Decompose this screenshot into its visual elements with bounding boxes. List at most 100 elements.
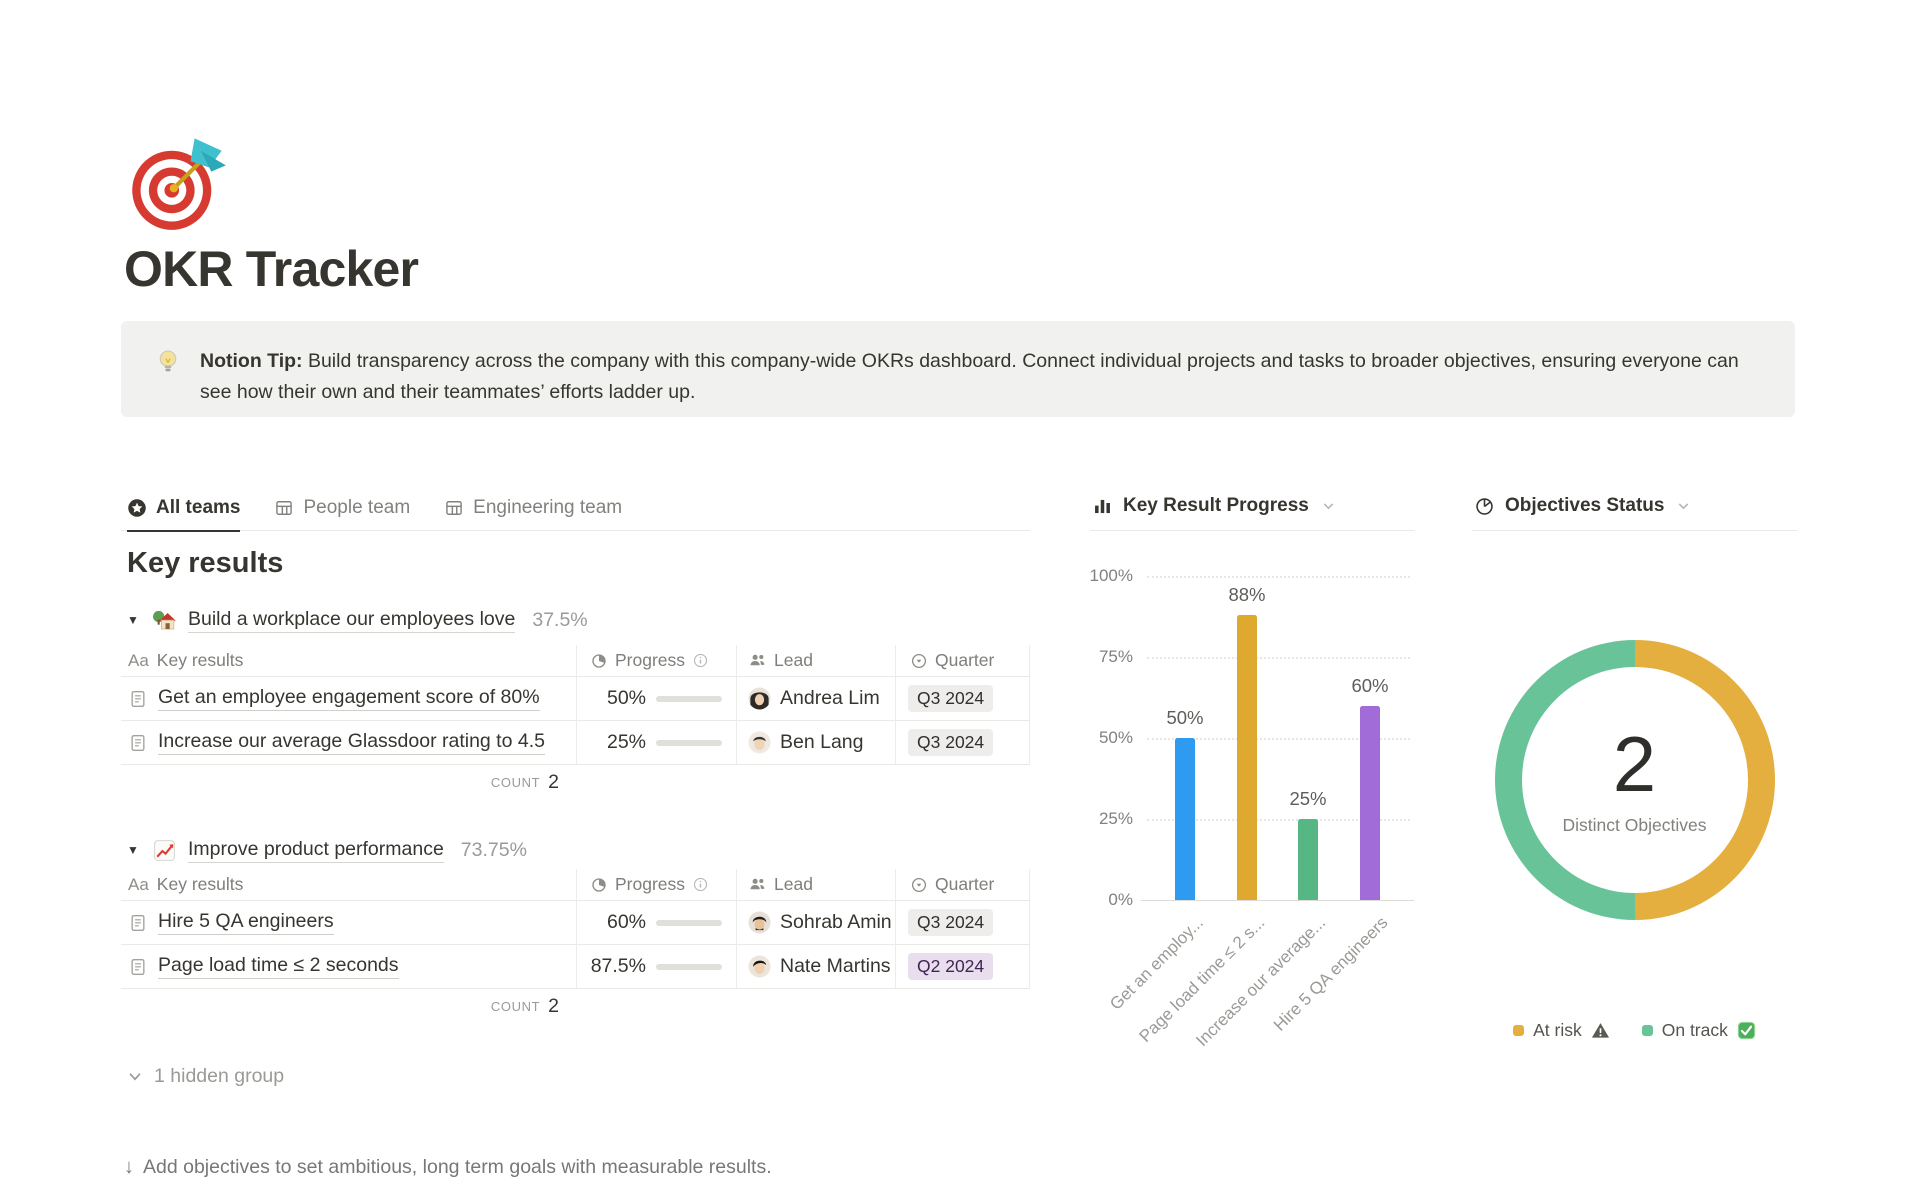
column-header-name[interactable]: Aa Key results: [121, 645, 576, 677]
donut-chart-view-selector[interactable]: Objectives Status: [1472, 493, 1797, 531]
quarter-cell: Q2 2024: [895, 945, 1030, 989]
callout-bold: Notion Tip:: [200, 350, 303, 372]
column-label: Quarter: [935, 650, 995, 670]
tab-engineering-team[interactable]: Engineering team: [444, 497, 622, 530]
bar-0: [1175, 738, 1195, 900]
group-percent: 37.5%: [532, 608, 588, 631]
count-row: COUNT 2: [121, 765, 1030, 800]
grid-line: [1147, 819, 1410, 821]
progress-percent: 60%: [606, 911, 646, 933]
group-title-link[interactable]: Improve product performance: [188, 838, 444, 863]
key-result-link[interactable]: Page load time ≤ 2 seconds: [158, 954, 399, 979]
avatar: [748, 731, 771, 754]
quarter-cell: Q3 2024: [895, 901, 1030, 945]
bar-chart-plot: 100% 75% 50% 25% 0% 50% Get an employ... 88% Pag…: [1090, 566, 1414, 1050]
lightbulb-icon: [159, 350, 177, 372]
view-tabs: All teams People team Engineerin: [121, 490, 1030, 532]
donut-legend: At risk On track: [1472, 1020, 1797, 1041]
select-property-icon: [911, 877, 927, 892]
callout-text: Notion Tip: Build transparency across th…: [200, 346, 1765, 417]
group-title-link[interactable]: Build a workplace our employees love: [188, 608, 516, 633]
y-axis-tick: 0%: [1108, 890, 1133, 909]
bar-value-label: 60%: [1351, 674, 1389, 696]
people-icon: [750, 878, 765, 890]
column-label: Lead: [774, 874, 813, 894]
key-results-table-1: Aa Key results Progress: [121, 645, 1030, 800]
name-cell: Get an employee engagement score of 80%: [121, 677, 576, 721]
bar-1: [1237, 614, 1257, 900]
key-result-link[interactable]: Hire 5 QA engineers: [158, 910, 334, 935]
donut-center: 2 Distinct Objectives: [1495, 640, 1775, 920]
key-result-progress-chart: Key Result Progress 100% 75% 50% 25% 0% 50% Ge…: [1090, 493, 1415, 1050]
tab-label: People team: [303, 497, 411, 518]
lead-name: Andrea Lim: [780, 687, 880, 709]
column-header-lead[interactable]: Lead: [736, 869, 895, 901]
house-garden-icon: [153, 610, 176, 629]
column-header-progress[interactable]: Progress: [576, 645, 736, 677]
star-circle-icon: [128, 498, 146, 517]
table-header-row: Aa Key results Progress: [121, 869, 1030, 901]
legend-item-at-risk: At risk: [1513, 1020, 1610, 1041]
collapse-toggle-icon[interactable]: ▼: [127, 843, 139, 857]
column-label: Lead: [774, 650, 813, 670]
info-icon[interactable]: [692, 876, 709, 893]
column-header-progress[interactable]: Progress: [576, 869, 736, 901]
avatar: [748, 955, 771, 978]
select-property-icon: [911, 653, 927, 668]
progress-bar: [656, 739, 722, 746]
progress-percent: 25%: [606, 731, 646, 753]
y-axis-tick: 25%: [1098, 809, 1133, 828]
dart-target-icon: [132, 138, 226, 230]
donut-value: 2: [1612, 719, 1657, 808]
donut-chart: 2 Distinct Objectives: [1494, 640, 1775, 920]
collapse-toggle-icon[interactable]: ▼: [127, 613, 139, 627]
down-arrow-icon: ↓: [124, 1156, 134, 1178]
chevron-down-icon: [1679, 503, 1689, 509]
table-row: Page load time ≤ 2 seconds 87.5%: [121, 945, 1030, 989]
column-header-name[interactable]: Aa Key results: [121, 869, 576, 901]
notion-tip-callout: Notion Tip: Build transparency across th…: [121, 321, 1795, 417]
name-cell: Increase our average Glassdoor rating to…: [121, 721, 576, 765]
objectives-status-chart: Objectives Status 2 Distinct Objectives …: [1472, 493, 1797, 1041]
column-header-quarter[interactable]: Quarter: [895, 645, 1030, 677]
table-header-row: Aa Key results Progress: [121, 645, 1030, 677]
count-value: 2: [548, 995, 559, 1017]
key-results-panel: All teams People team Engineerin: [121, 490, 1030, 1088]
lead-cell: Ben Lang: [736, 721, 895, 765]
grid-line: [1147, 576, 1410, 578]
bar-chart-view-selector[interactable]: Key Result Progress: [1090, 493, 1415, 531]
grid-line: [1147, 738, 1410, 740]
bar-2: [1298, 819, 1318, 900]
legend-item-on-track: On track: [1641, 1020, 1756, 1041]
column-header-lead[interactable]: Lead: [736, 645, 895, 677]
column-header-quarter[interactable]: Quarter: [895, 869, 1030, 901]
column-label: Progress: [615, 650, 686, 670]
lead-name: Nate Martins: [780, 955, 891, 977]
key-result-link[interactable]: Increase our average Glassdoor rating to…: [158, 730, 545, 755]
hidden-group-toggle[interactable]: 1 hidden group: [121, 1065, 1030, 1088]
grid-line: [1147, 657, 1410, 659]
tab-people-team[interactable]: People team: [274, 497, 410, 530]
progress-bar: [656, 919, 722, 926]
donut-label: Distinct Objectives: [1562, 814, 1707, 835]
chart-title: Objectives Status: [1505, 495, 1665, 516]
lead-cell: Andrea Lim: [736, 677, 895, 721]
key-result-link[interactable]: Get an employee engagement score of 80%: [158, 686, 540, 711]
bar-3: [1360, 705, 1380, 900]
quarter-cell: Q3 2024: [895, 721, 1030, 765]
progress-bar: [656, 695, 722, 702]
chevron-down-icon: [1323, 503, 1333, 509]
page-icon: [131, 958, 145, 975]
lead-name: Sohrab Amin: [780, 911, 892, 933]
tab-all-teams[interactable]: All teams: [127, 497, 241, 532]
name-cell: Page load time ≤ 2 seconds: [121, 945, 576, 989]
legend-label: At risk: [1533, 1020, 1582, 1040]
chevron-down-icon: [129, 1072, 141, 1081]
warning-icon: [1591, 1023, 1609, 1038]
page-title: OKR Tracker: [124, 241, 419, 297]
info-icon[interactable]: [692, 652, 709, 669]
avatar: [748, 911, 771, 934]
dart-target-page-icon[interactable]: [126, 130, 230, 234]
hint-text: Add objectives to set ambitious, long te…: [143, 1156, 772, 1178]
bar-value-label: 25%: [1289, 788, 1327, 809]
